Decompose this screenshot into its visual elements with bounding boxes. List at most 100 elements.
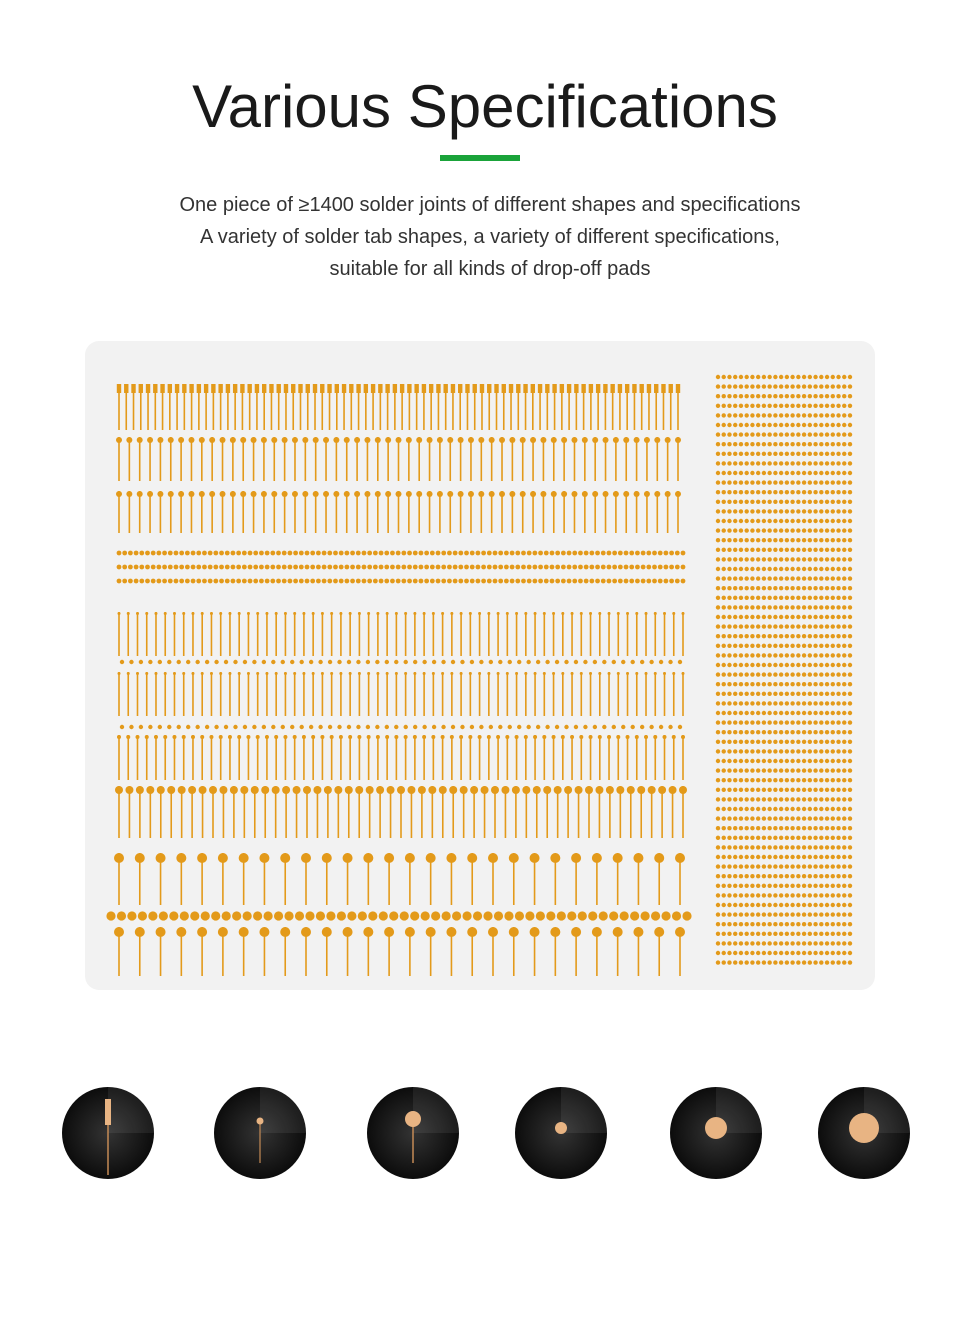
pad-dot [715, 778, 721, 783]
pad-dot [727, 835, 732, 840]
pad-dot [784, 960, 790, 965]
pad-dot [223, 659, 229, 665]
pad-dot [755, 624, 761, 629]
pad-dot [196, 578, 202, 584]
pad-dot [738, 864, 744, 869]
pad-dot [836, 595, 841, 600]
pad-dot [236, 550, 242, 556]
pad-dot [738, 710, 744, 716]
pad-dot [156, 550, 162, 556]
pad-dot [807, 682, 813, 687]
pad-dot [824, 595, 830, 600]
pad-dot [761, 480, 767, 485]
pad-dot [773, 566, 778, 572]
pad-dot [784, 797, 790, 802]
pad-dot [418, 578, 424, 584]
tab-head [283, 612, 287, 615]
pad-dot [658, 659, 664, 665]
pad-dot [807, 605, 813, 610]
tab-head [479, 384, 485, 393]
tab-head [153, 735, 158, 739]
tab-head [188, 491, 195, 497]
pad-dot [727, 864, 732, 869]
pad-dot [733, 758, 738, 764]
pad-dot [761, 374, 767, 380]
tab-head [440, 735, 445, 739]
pad-dot [755, 403, 761, 408]
pad-dot [733, 480, 738, 485]
pad-dot [830, 461, 835, 466]
pad-dot [761, 720, 767, 725]
pad-dot [755, 643, 761, 648]
tab-head [450, 672, 454, 675]
pad-dot [738, 768, 744, 773]
pad-dot [744, 480, 749, 485]
pad-dot [807, 662, 813, 668]
tab-head [392, 384, 398, 393]
pad-dot [847, 749, 853, 754]
pad-dot [556, 911, 566, 921]
pad-dot [750, 576, 755, 581]
pad-dot [819, 950, 824, 956]
pad-dot [778, 470, 784, 476]
pad-dot [813, 826, 818, 831]
pad-dot [744, 730, 749, 735]
pad-dot [778, 816, 784, 821]
pad-dot [583, 724, 588, 730]
pad-dot [515, 564, 521, 570]
pad-dot [790, 691, 795, 696]
pad-dot [116, 578, 122, 584]
tab-head [522, 786, 531, 794]
pad-dot [219, 550, 224, 556]
pad-dot [801, 538, 807, 543]
tab-head [219, 612, 223, 615]
pad-dot [819, 758, 824, 764]
pad-dot [813, 739, 818, 744]
pad-dot [750, 893, 755, 898]
pad-dot [836, 605, 841, 610]
pad-dot [847, 422, 853, 428]
tab-head [530, 384, 536, 393]
pad-dot [767, 826, 772, 831]
pad-dot [733, 528, 738, 533]
pad-dot [355, 578, 361, 584]
pad-dot [813, 634, 818, 639]
pad-dot [819, 710, 824, 716]
tab-head [616, 672, 620, 675]
pad-dot [761, 691, 767, 696]
pad-dot [773, 931, 778, 936]
pad-dot [612, 550, 618, 556]
pad-dot [395, 550, 401, 556]
pad-dot [784, 384, 790, 389]
pad-dot [830, 701, 835, 706]
pad-dot [721, 797, 726, 802]
pad-dot [727, 557, 732, 562]
pad-dot [715, 787, 721, 792]
tab-head [256, 672, 260, 675]
pad-dot [727, 499, 732, 504]
pad-dot [842, 595, 847, 600]
pad-dot [755, 701, 761, 706]
pad-dot [750, 442, 755, 447]
pad-dot [778, 739, 784, 744]
pad-dot [715, 557, 721, 562]
pad-dot [750, 586, 755, 591]
pad-dot [778, 605, 784, 610]
pad-dot [801, 730, 807, 735]
pad-dot [807, 461, 813, 466]
pad-dot [773, 384, 778, 389]
title-underline [440, 155, 520, 161]
tab-head [302, 612, 306, 615]
pad-dot [796, 720, 801, 725]
tab-head [545, 384, 550, 393]
pad-dot [733, 912, 738, 917]
pad-dot [790, 739, 795, 744]
pad-dot [790, 682, 795, 687]
pad-dot [721, 739, 726, 744]
pad-dot [493, 911, 504, 921]
pad-dot [784, 614, 790, 620]
pad-dot [767, 730, 772, 735]
pad-dot [813, 922, 818, 927]
tab-head [311, 672, 315, 675]
pad-dot [784, 586, 790, 591]
